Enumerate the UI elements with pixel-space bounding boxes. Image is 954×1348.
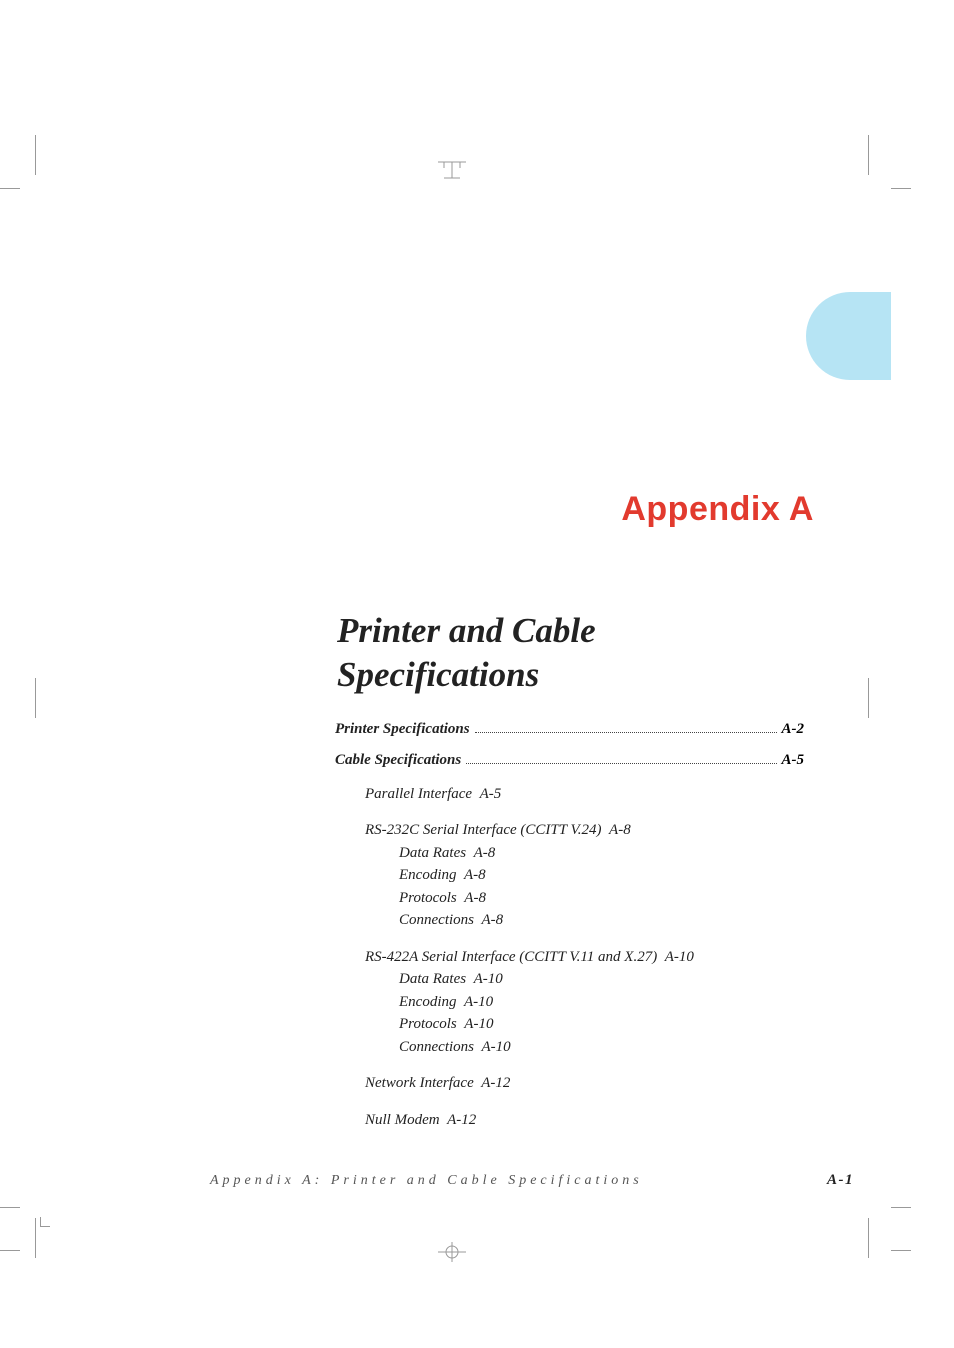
toc-subsub-entry: Protocols A-10 [399,1013,804,1036]
toc-label: Cable Specifications [335,752,461,769]
toc-sub-entry: Null Modem A-12 [365,1109,804,1132]
crop-mark [891,1250,911,1251]
toc-subsub-entry: Data Rates A-10 [399,968,804,991]
toc-leader-dots [466,763,776,764]
toc-subsub-entry: Connections A-10 [399,1036,804,1059]
appendix-label: Appendix A [335,490,814,529]
crop-mark [0,1250,20,1251]
crop-mark [35,135,36,175]
toc-sub-label: Null Modem [365,1112,440,1128]
footer-text: Appendix A: Printer and Cable Specificat… [210,1173,797,1189]
toc-sub-entry: RS-422A Serial Interface (CCITT V.11 and… [365,946,804,1059]
toc-sub-page: A-5 [480,786,502,802]
crop-mark [35,678,36,718]
toc-sub-page: A-8 [609,822,631,838]
toc-sub-entry: Parallel Interface A-5 [365,783,804,806]
crop-mark [0,1207,20,1208]
section-tab [806,292,891,380]
crop-mark [40,1217,50,1227]
page-title: Printer and Cable Specifications [337,609,804,697]
crop-mark [868,678,869,718]
footer-page-number: A-1 [827,1172,854,1189]
toc-page: A-5 [782,752,805,769]
toc-sub-page: A-12 [481,1075,510,1091]
crop-mark [868,1218,869,1258]
toc-label: Printer Specifications [335,721,470,738]
toc-subsub-entry: Encoding A-8 [399,864,804,887]
toc-subsub-entry: Connections A-8 [399,909,804,932]
registration-mark-icon [438,160,466,180]
toc-sub-entry: Network Interface A-12 [365,1072,804,1095]
toc-sub-label: Parallel Interface [365,786,472,802]
toc-sub-page: A-10 [665,949,694,965]
page-content: Appendix A Printer and Cable Specificati… [335,490,804,1131]
toc-entry: Cable Specifications A-5 [335,752,804,769]
crop-mark [868,135,869,175]
crop-mark [0,188,20,189]
toc-leader-dots [475,732,777,733]
toc-sub-label: RS-422A Serial Interface (CCITT V.11 and… [365,949,657,965]
registration-mark-icon [438,1242,466,1262]
crop-mark [891,188,911,189]
crop-mark [35,1218,36,1258]
toc-subsub-entry: Data Rates A-8 [399,842,804,865]
toc-entry: Printer Specifications A-2 [335,721,804,738]
crop-mark [891,1207,911,1208]
toc-sub-page: A-12 [447,1112,476,1128]
toc-page: A-2 [782,721,805,738]
toc-sub-label: RS-232C Serial Interface (CCITT V.24) [365,822,602,838]
toc-sub-label: Network Interface [365,1075,474,1091]
toc-subsub-entry: Protocols A-8 [399,887,804,910]
toc-subsub-entry: Encoding A-10 [399,991,804,1014]
page-footer: Appendix A: Printer and Cable Specificat… [210,1172,854,1189]
toc-sub-entry: RS-232C Serial Interface (CCITT V.24) A-… [365,819,804,932]
